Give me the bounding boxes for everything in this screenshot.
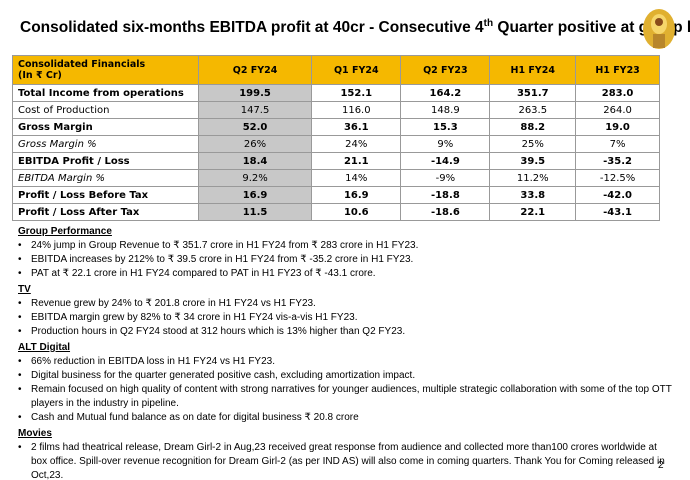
table-row: EBITDA Profit / Loss 18.4 21.1 -14.9 39.5 -35…: [12, 152, 660, 170]
value-cell: 26%: [197, 135, 313, 153]
title-text: Consolidated six-months EBITDA profit at…: [20, 19, 484, 37]
bullet: EBITDA margin grew by 82% to ₹ 34 crore …: [18, 311, 673, 325]
value-cell: -42.0: [575, 186, 660, 204]
value-cell: 11.2%: [489, 169, 577, 187]
bullet: EBITDA increases by 212% to ₹ 39.5 crore…: [18, 253, 673, 267]
row-label: Gross Margin %: [12, 135, 199, 153]
header-cell: H1 FY24: [489, 55, 577, 85]
value-cell: 152.1: [311, 84, 402, 102]
value-cell: 88.2: [489, 118, 577, 136]
bullet-list: 2 films had theatrical release, Dream Gi…: [18, 441, 673, 480]
value-cell: 36.1: [311, 118, 402, 136]
value-cell: -43.1: [575, 203, 660, 221]
row-label: Cost of Production: [12, 101, 199, 119]
value-cell: 264.0: [575, 101, 660, 119]
bullet: Revenue grew by 24% to ₹ 201.8 crore in …: [18, 297, 673, 311]
value-cell: 52.0: [197, 118, 313, 136]
bullet: 2 films had theatrical release, Dream Gi…: [18, 441, 673, 480]
row-label: EBITDA Profit / Loss: [12, 152, 199, 170]
value-cell: -18.8: [400, 186, 491, 204]
value-cell: 11.5: [197, 203, 313, 221]
value-cell: -35.2: [575, 152, 660, 170]
financial-table: Consolidated Financials (In ₹ Cr) Q2 FY24 Q…: [12, 55, 660, 221]
bullet: Remain focused on high quality of conten…: [18, 383, 673, 411]
table-row: Cost of Production 147.5 116.0 148.9 263.5 26…: [12, 101, 660, 119]
bullet: 24% jump in Group Revenue to ₹ 351.7 cro…: [18, 239, 673, 253]
value-cell: 24%: [311, 135, 402, 153]
bullet: Production hours in Q2 FY24 stood at 312…: [18, 325, 673, 339]
row-label: Total Income from operations: [12, 84, 199, 102]
table-row: Profit / Loss Before Tax 16.9 16.9 -18.8 33.…: [12, 186, 660, 204]
value-cell: 16.9: [311, 186, 402, 204]
value-cell: 33.8: [489, 186, 577, 204]
table-row: EBITDA Margin % 9.2% 14% -9% 11.2% -12.5%: [12, 169, 660, 187]
header-cell: Q1 FY24: [311, 55, 402, 85]
header-text: Consolidated Financials: [18, 59, 146, 70]
value-cell: 199.5: [197, 84, 313, 102]
value-cell: -18.6: [400, 203, 491, 221]
value-cell: 9%: [400, 135, 491, 153]
bullet-list: 24% jump in Group Revenue to ₹ 351.7 cro…: [18, 239, 673, 281]
header-cell: Consolidated Financials (In ₹ Cr): [12, 55, 199, 85]
section-heading: ALT Digital: [18, 342, 71, 353]
bullet-list: 66% reduction in EBITDA loss in H1 FY24 …: [18, 355, 673, 425]
value-cell: 22.1: [489, 203, 577, 221]
value-cell: -12.5%: [575, 169, 660, 187]
value-cell: 21.1: [311, 152, 402, 170]
header-row: Consolidated Financials (In ₹ Cr) Q2 FY24 Q…: [12, 55, 660, 85]
table-row: Gross Margin % 26% 24% 9% 25% 7%: [12, 135, 660, 153]
table-row: Total Income from operations 199.5 152.1 16…: [12, 84, 660, 102]
table-row: Gross Margin 52.0 36.1 15.3 88.2 19.0: [12, 118, 660, 136]
value-cell: 351.7: [489, 84, 577, 102]
row-label: Gross Margin: [12, 118, 199, 136]
bullet: 66% reduction in EBITDA loss in H1 FY24 …: [18, 355, 673, 369]
value-cell: 19.0: [575, 118, 660, 136]
value-cell: 283.0: [575, 84, 660, 102]
value-cell: 147.5: [197, 101, 313, 119]
value-cell: 18.4: [197, 152, 313, 170]
bullet: Digital business for the quarter generat…: [18, 369, 673, 383]
title-sup: th: [483, 18, 494, 29]
title: Consolidated six-months EBITDA profit at…: [20, 18, 690, 37]
table-row: Profit / Loss After Tax 11.5 10.6 -18.6 22.1…: [12, 203, 660, 221]
value-cell: 263.5: [489, 101, 577, 119]
header-text: (In ₹ Cr): [18, 70, 62, 81]
value-cell: 9.2%: [197, 169, 313, 187]
value-cell: 15.3: [400, 118, 491, 136]
value-cell: 10.6: [311, 203, 402, 221]
logo: [643, 9, 675, 49]
value-cell: 7%: [575, 135, 660, 153]
header-cell: H1 FY23: [575, 55, 660, 85]
value-cell: 14%: [311, 169, 402, 187]
value-cell: -14.9: [400, 152, 491, 170]
header-cell: Q2 FY23: [400, 55, 491, 85]
value-cell: 25%: [489, 135, 577, 153]
row-label: EBITDA Margin %: [12, 169, 199, 187]
value-cell: 16.9: [197, 186, 313, 204]
section-heading: Movies: [18, 428, 52, 439]
value-cell: -9%: [400, 169, 491, 187]
value-cell: 39.5: [489, 152, 577, 170]
row-label: Profit / Loss Before Tax: [12, 186, 199, 204]
section-heading: Group Performance: [18, 226, 112, 237]
value-cell: 148.9: [400, 101, 491, 119]
bullet-list: Revenue grew by 24% to ₹ 201.8 crore in …: [18, 297, 673, 339]
row-label: Profit / Loss After Tax: [12, 203, 199, 221]
bullet: Cash and Mutual fund balance as on date …: [18, 411, 673, 425]
value-cell: 164.2: [400, 84, 491, 102]
title-text: Quarter positive at group level: [497, 19, 690, 37]
page-number: 2: [658, 460, 664, 471]
value-cell: 116.0: [311, 101, 402, 119]
header-cell: Q2 FY24: [197, 55, 313, 85]
bullet: PAT at ₹ 22.1 crore in H1 FY24 compared …: [18, 267, 673, 281]
section-heading: TV: [18, 284, 31, 295]
notes: Group Performance 24% jump in Group Reven…: [18, 224, 673, 480]
